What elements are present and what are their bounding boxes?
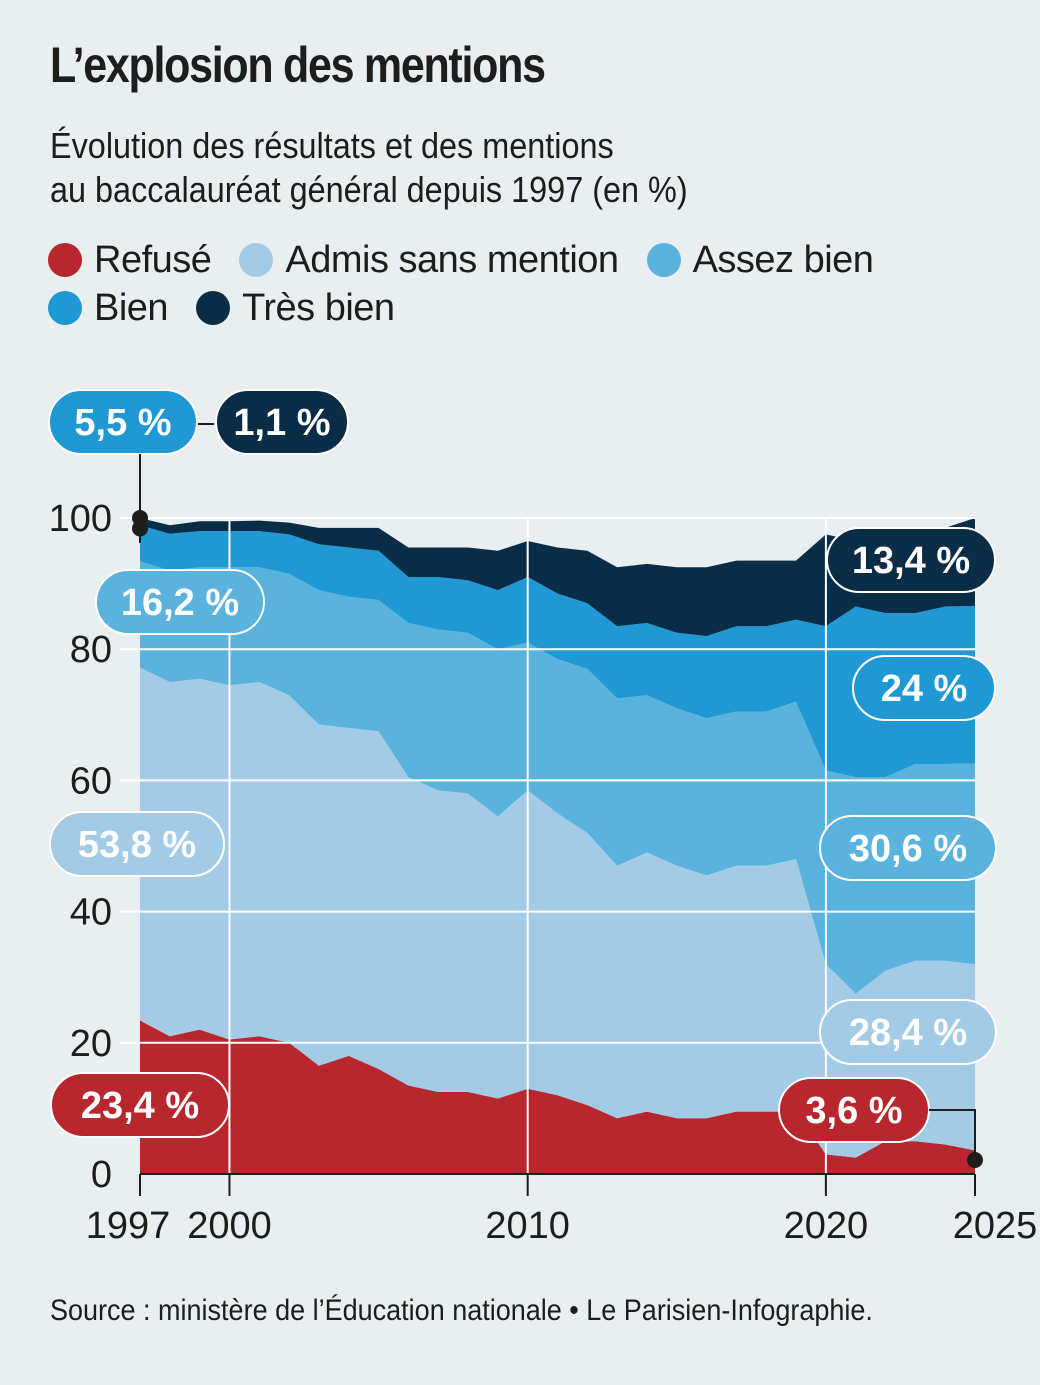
chart-axes: 0 20 40 60 80 100 1997 2000 2010 2020 2025 [49, 498, 1038, 1247]
area-assez-bien [140, 561, 975, 994]
x-tick-label: 2000 [187, 1205, 272, 1247]
x-tick-label: 2020 [784, 1205, 869, 1247]
y-tick-label: 60 [70, 760, 112, 802]
legend-item-admis: Admis sans mention [239, 238, 619, 282]
chart-subtitle: Évolution des résultats et des mentions … [50, 124, 688, 212]
legend-dot-refuse [48, 243, 82, 277]
legend-label-assez-bien: Assez bien [692, 238, 874, 281]
callout-label-assez-bien: 16,2 % [121, 582, 239, 624]
legend-dot-assez-bien [646, 243, 681, 277]
chart-callouts: 5,5 % 1,1 % 16,2 % 53,8 % 23,4 % 13,4 % 24 % 30… [48, 389, 997, 1168]
callout-label-assez-bien: 30,6 % [849, 828, 967, 870]
callout-box-bien [48, 389, 198, 455]
legend-item-assez-bien: Assez bien [646, 238, 874, 282]
x-tick-label: 1997 [86, 1205, 171, 1247]
legend-label-admis: Admis sans mention [285, 238, 619, 281]
callout-box-admis [49, 811, 225, 877]
y-tick-label: 40 [70, 892, 112, 934]
legend-label-bien: Bien [94, 286, 169, 329]
leader-line-refuse-2025 [929, 1109, 976, 1160]
legend-dot-tres-bien [196, 291, 231, 325]
subtitle-line-2: au baccalauréat général depuis 1997 (en … [50, 169, 688, 210]
callout-box-tres-bien [215, 389, 349, 455]
callout-label-admis: 28,4 % [849, 1012, 967, 1054]
legend-dot-admis [239, 243, 274, 277]
area-tres-bien [140, 518, 975, 637]
callout-label-bien: 5,5 % [74, 402, 171, 444]
y-tick-label: 20 [70, 1023, 112, 1065]
marker-dot-refuse-2025 [967, 1152, 983, 1168]
legend: Refusé Admis sans mention Assez bien Bie… [48, 236, 1008, 332]
y-tick-label: 0 [91, 1154, 112, 1196]
legend-label-refuse: Refusé [94, 238, 212, 281]
chart-title: L’explosion des mentions [50, 37, 546, 93]
legend-item-tres-bien: Très bien [196, 287, 395, 330]
x-tick-label: 2010 [485, 1205, 570, 1247]
source-note: Source : ministère de l’Éducation nation… [50, 1294, 873, 1327]
callout-label-bien: 24 % [881, 668, 968, 710]
callout-box-assez-bien [95, 569, 265, 635]
legend-item-refuse: Refusé [48, 238, 212, 282]
callout-box-assez-bien [819, 815, 997, 881]
callout-label-tres-bien: 1,1 % [233, 402, 330, 444]
legend-row-2: Bien Très bien [48, 284, 1008, 332]
area-bien [140, 525, 975, 778]
legend-dot-bien [48, 291, 82, 325]
marker-dot-bien-1997 [132, 520, 148, 537]
legend-label-tres-bien: Très bien [242, 286, 395, 329]
area-refuse [140, 1020, 975, 1174]
callout-label-refuse: 23,4 % [81, 1085, 199, 1127]
legend-item-bien: Bien [48, 286, 169, 330]
callout-box-bien [852, 655, 996, 721]
callout-label-tres-bien: 13,4 % [852, 540, 970, 582]
subtitle-line-1: Évolution des résultats et des mentions [50, 125, 614, 166]
legend-row-1: Refusé Admis sans mention Assez bien [48, 236, 1008, 284]
callout-label-admis: 53,8 % [78, 824, 196, 866]
callout-box-admis [819, 999, 997, 1065]
callout-label-refuse: 3,6 % [805, 1090, 902, 1132]
callout-box-refuse [50, 1072, 230, 1138]
callout-box-tres-bien [826, 527, 996, 593]
y-tick-label: 80 [70, 629, 112, 671]
y-tick-label: 100 [49, 498, 112, 540]
x-tick-label: 2025 [953, 1205, 1038, 1247]
